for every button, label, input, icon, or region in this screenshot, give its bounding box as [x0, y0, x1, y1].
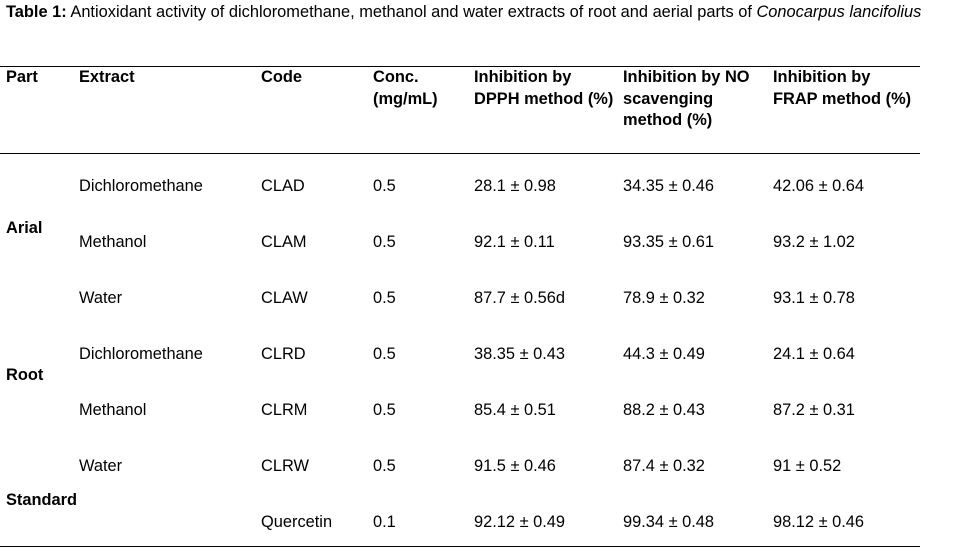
- cell-dpph: 91.5 ± 0.46: [474, 457, 556, 475]
- table-caption: Table 1: Antioxidant activity of dichlor…: [6, 3, 946, 22]
- cell-code: CLAM: [261, 233, 307, 251]
- cell-dpph: 38.35 ± 0.43: [474, 345, 566, 363]
- cell-conc: 0.5: [373, 289, 396, 307]
- cell-no: 93.35 ± 0.61: [623, 233, 715, 251]
- cell-conc: 0.5: [373, 177, 396, 195]
- header-conc: Conc. (mg/mL): [373, 68, 438, 108]
- cell-no: 44.3 ± 0.49: [623, 345, 705, 363]
- cell-frap: 87.2 ± 0.31: [773, 401, 855, 419]
- cell-code: CLRW: [261, 457, 309, 475]
- cell-no: 88.2 ± 0.43: [623, 401, 705, 419]
- cell-no: 87.4 ± 0.32: [623, 457, 705, 475]
- cell-dpph: 28.1 ± 0.98: [474, 177, 556, 195]
- cell-extract: Dichloromethane: [79, 177, 203, 195]
- cell-frap: 42.06 ± 0.64: [773, 177, 865, 195]
- caption-text: Antioxidant activity of dichloromethane,…: [66, 3, 757, 21]
- part-label-standard: Standard: [6, 491, 78, 509]
- header-extract: Extract: [79, 68, 135, 86]
- cell-frap: 98.12 ± 0.46: [773, 513, 865, 531]
- table-bottom-rule: [0, 546, 920, 547]
- cell-extract: Water: [79, 457, 123, 475]
- part-label-arial: Arial: [6, 219, 43, 237]
- cell-conc: 0.5: [373, 457, 396, 475]
- cell-code: CLAD: [261, 177, 305, 195]
- cell-frap: 93.2 ± 1.02: [773, 233, 855, 251]
- header-part: Part: [6, 68, 38, 86]
- table-top-rule: [0, 66, 920, 67]
- cell-frap: 93.1 ± 0.78: [773, 289, 855, 307]
- header-dpph: Inhibition by DPPH method (%): [474, 68, 614, 108]
- cell-dpph: 92.12 ± 0.49: [474, 513, 566, 531]
- cell-conc: 0.1: [373, 513, 396, 531]
- cell-code: CLAW: [261, 289, 308, 307]
- cell-extract: Methanol: [79, 401, 147, 419]
- cell-code: CLRD: [261, 345, 306, 363]
- cell-no: 78.9 ± 0.32: [623, 289, 705, 307]
- cell-dpph: 87.7 ± 0.56d: [474, 289, 566, 307]
- cell-conc: 0.5: [373, 233, 396, 251]
- header-no: Inhibition by NO scavenging method (%): [623, 68, 750, 129]
- cell-extract: Quercetin: [261, 513, 333, 531]
- cell-code: CLRM: [261, 401, 308, 419]
- header-code: Code: [261, 68, 302, 86]
- cell-extract: Methanol: [79, 233, 147, 251]
- header-bottom-rule: [0, 153, 920, 154]
- caption-label: Table 1:: [6, 3, 67, 21]
- cell-frap: 24.1 ± 0.64: [773, 345, 855, 363]
- cell-frap: 91 ± 0.52: [773, 457, 842, 475]
- header-frap: Inhibition by FRAP method (%): [773, 68, 912, 108]
- cell-dpph: 92.1 ± 0.11: [474, 233, 555, 251]
- cell-no: 99.34 ± 0.48: [623, 513, 715, 531]
- cell-conc: 0.5: [373, 345, 396, 363]
- cell-extract: Dichloromethane: [79, 345, 203, 363]
- cell-conc: 0.5: [373, 401, 396, 419]
- part-label-root: Root: [6, 366, 44, 384]
- cell-dpph: 85.4 ± 0.51: [474, 401, 556, 419]
- caption-species: Conocarpus lancifolius: [756, 3, 922, 21]
- cell-no: 34.35 ± 0.46: [623, 177, 715, 195]
- cell-extract: Water: [79, 289, 123, 307]
